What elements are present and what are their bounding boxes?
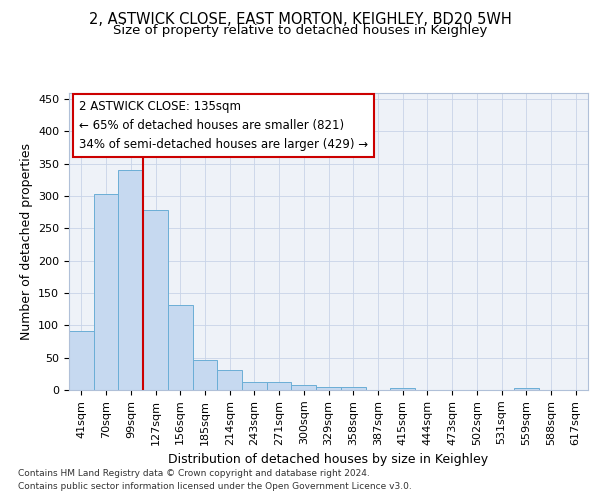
Text: Contains public sector information licensed under the Open Government Licence v3: Contains public sector information licen… xyxy=(18,482,412,491)
Y-axis label: Number of detached properties: Number of detached properties xyxy=(20,143,32,340)
Text: Contains HM Land Registry data © Crown copyright and database right 2024.: Contains HM Land Registry data © Crown c… xyxy=(18,468,370,477)
Text: Size of property relative to detached houses in Keighley: Size of property relative to detached ho… xyxy=(113,24,487,37)
Bar xyxy=(341,387,365,390)
Bar xyxy=(193,360,217,390)
Bar xyxy=(69,331,94,390)
Text: 2 ASTWICK CLOSE: 135sqm
← 65% of detached houses are smaller (821)
34% of semi-d: 2 ASTWICK CLOSE: 135sqm ← 65% of detache… xyxy=(79,100,368,151)
Bar xyxy=(168,306,193,390)
Bar xyxy=(143,210,168,390)
Bar xyxy=(514,388,539,390)
Bar xyxy=(217,370,242,390)
Bar xyxy=(94,194,118,390)
X-axis label: Distribution of detached houses by size in Keighley: Distribution of detached houses by size … xyxy=(169,453,488,466)
Bar xyxy=(292,385,316,390)
Bar xyxy=(316,387,341,390)
Bar xyxy=(118,170,143,390)
Bar xyxy=(242,382,267,390)
Bar xyxy=(390,388,415,390)
Text: 2, ASTWICK CLOSE, EAST MORTON, KEIGHLEY, BD20 5WH: 2, ASTWICK CLOSE, EAST MORTON, KEIGHLEY,… xyxy=(89,12,511,28)
Bar xyxy=(267,382,292,390)
